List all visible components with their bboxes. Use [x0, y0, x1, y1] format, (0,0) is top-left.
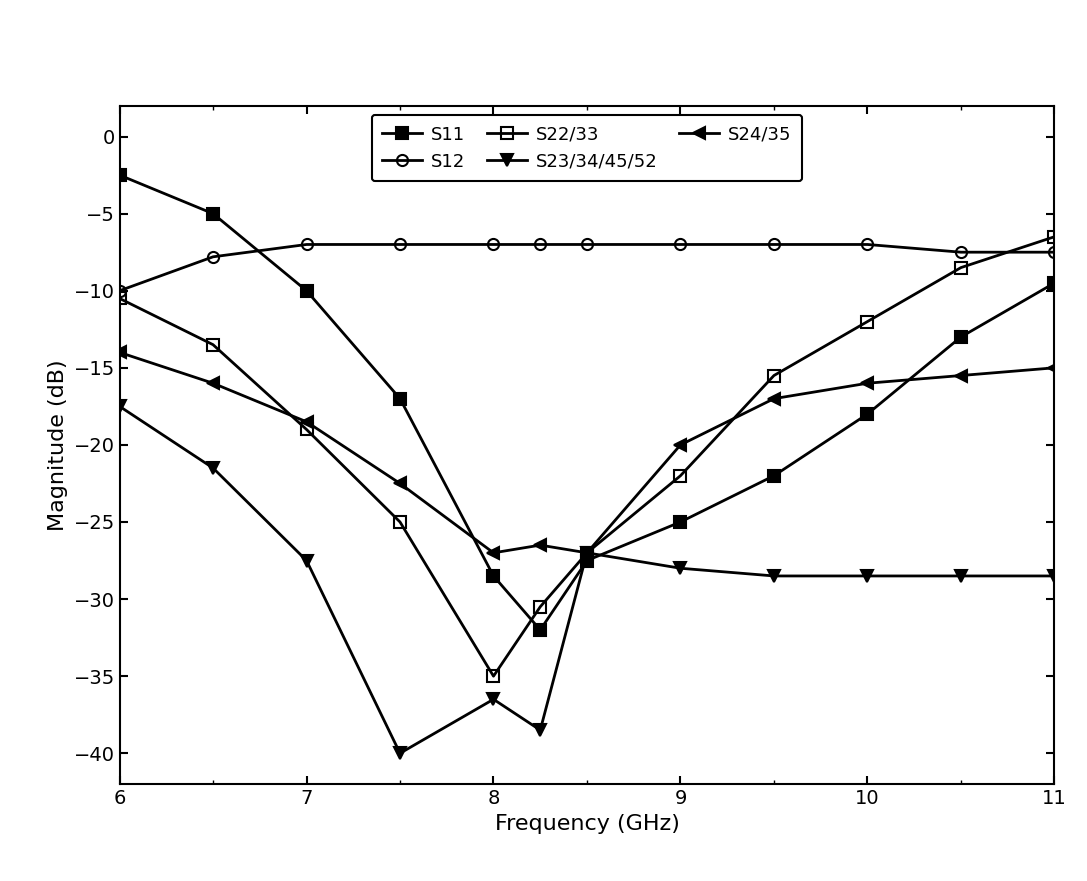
- X-axis label: Frequency (GHz): Frequency (GHz): [495, 813, 679, 833]
- S23/34/45/52: [861, 571, 874, 581]
- S23/34/45/52: [767, 571, 780, 581]
- S22/33: [487, 671, 500, 682]
- Legend: S11, S12, S22/33, S23/34/45/52, S24/35: S11, S12, S22/33, S23/34/45/52, S24/35: [372, 115, 802, 181]
- S23/34/45/52: [580, 547, 594, 559]
- S22/33: [861, 316, 874, 327]
- S11: [393, 393, 407, 403]
- S22/33: [534, 602, 547, 612]
- S24/35: [1048, 363, 1061, 374]
- S11: [534, 625, 547, 635]
- S22/33: [767, 370, 780, 381]
- S12: [207, 251, 220, 262]
- Line: S23/34/45/52: S23/34/45/52: [113, 400, 1061, 759]
- S11: [861, 409, 874, 419]
- S23/34/45/52: [954, 571, 967, 581]
- S22/33: [1048, 232, 1061, 242]
- Line: S12: S12: [114, 239, 1060, 296]
- S24/35: [674, 440, 687, 450]
- S23/34/45/52: [534, 725, 547, 736]
- S22/33: [954, 263, 967, 273]
- S22/33: [580, 547, 594, 559]
- S11: [674, 516, 687, 527]
- S24/35: [580, 547, 594, 559]
- S23/34/45/52: [674, 563, 687, 574]
- S11: [767, 470, 780, 481]
- S24/35: [767, 393, 780, 403]
- S24/35: [954, 370, 967, 381]
- S24/35: [487, 547, 500, 559]
- S22/33: [393, 516, 407, 527]
- S12: [113, 285, 126, 296]
- S11: [207, 208, 220, 218]
- S11: [580, 555, 594, 566]
- S11: [487, 571, 500, 581]
- S12: [534, 239, 547, 250]
- S24/35: [207, 378, 220, 389]
- S12: [1048, 247, 1061, 257]
- S24/35: [393, 478, 407, 489]
- S12: [674, 239, 687, 250]
- S12: [300, 239, 313, 250]
- S23/34/45/52: [113, 401, 126, 411]
- S23/34/45/52: [393, 748, 407, 759]
- S11: [954, 331, 967, 342]
- S22/33: [674, 470, 687, 481]
- S24/35: [113, 347, 126, 358]
- Line: S11: S11: [114, 169, 1060, 635]
- S23/34/45/52: [207, 463, 220, 473]
- Line: S22/33: S22/33: [114, 231, 1060, 682]
- S12: [393, 239, 407, 250]
- S12: [580, 239, 594, 250]
- S12: [861, 239, 874, 250]
- Y-axis label: Magnitude (dB): Magnitude (dB): [48, 359, 67, 530]
- S23/34/45/52: [487, 694, 500, 705]
- S22/33: [300, 424, 313, 434]
- S24/35: [300, 417, 313, 427]
- S12: [954, 247, 967, 257]
- S12: [487, 239, 500, 250]
- S22/33: [207, 339, 220, 350]
- S23/34/45/52: [1048, 571, 1061, 581]
- S22/33: [113, 293, 126, 304]
- S23/34/45/52: [300, 555, 313, 566]
- S12: [767, 239, 780, 250]
- S11: [1048, 278, 1061, 288]
- S24/35: [861, 378, 874, 389]
- S24/35: [534, 540, 547, 551]
- Line: S24/35: S24/35: [113, 346, 1061, 559]
- S11: [300, 285, 313, 296]
- S11: [113, 170, 126, 181]
